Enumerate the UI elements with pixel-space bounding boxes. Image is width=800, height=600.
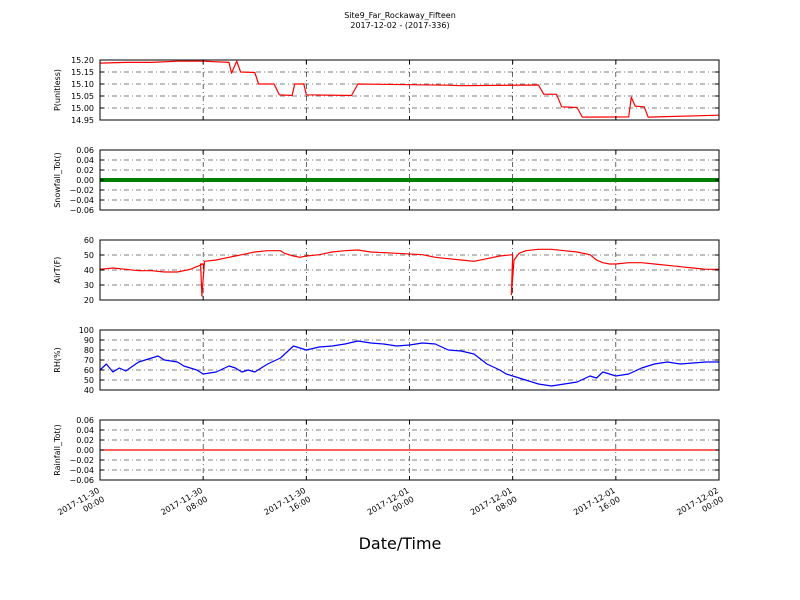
y-tick-label: 50 [84, 251, 94, 260]
y-tick-label: 60 [84, 366, 94, 375]
y-tick-label: 15.15 [71, 68, 94, 77]
x-tick-label: 2017-12-0108:00 [469, 486, 519, 526]
series-line-1 [99, 60, 720, 118]
y-tick-label: −0.04 [69, 196, 94, 205]
y-tick-label: −0.06 [69, 206, 94, 215]
chart-title: Site9_Far_Rockaway_Fifteen [344, 11, 456, 20]
y-tick-label: 0.04 [76, 426, 94, 435]
y-tick-label: 20 [84, 296, 94, 305]
chart-subtitle: 2017-12-02 - (2017-336) [350, 21, 450, 30]
y-tick-label: −0.04 [69, 466, 94, 475]
y-tick-label: 0.02 [76, 166, 94, 175]
y-axis-label: Rainfall_Tot() [53, 424, 62, 476]
y-tick-label: 30 [84, 281, 94, 290]
y-tick-label: 0.00 [76, 176, 94, 185]
panel-5: 0.060.040.020.00−0.02−0.04−0.06 Rainfall_… [53, 416, 720, 485]
series-line-3 [99, 248, 719, 297]
y-tick-label: −0.02 [69, 186, 94, 195]
y-tick-label: −0.06 [69, 476, 94, 485]
y-tick-label: 0.04 [76, 156, 94, 165]
y-tick-label: 14.95 [71, 116, 94, 125]
x-tick-label: 2017-11-3008:00 [159, 486, 209, 526]
y-tick-label: 50 [84, 376, 94, 385]
series-line-4 [99, 340, 719, 387]
y-axis-label: RH(%) [53, 347, 62, 372]
x-tick-label: 2017-11-3016:00 [263, 486, 313, 526]
y-tick-label: −0.02 [69, 456, 94, 465]
panel-3: 60 50 40 30 20 AirT(F) [53, 236, 720, 305]
y-tick-label: 40 [84, 266, 94, 275]
y-tick-label: 0.06 [76, 416, 94, 425]
y-tick-label: 70 [84, 356, 94, 365]
panel-2: 0.060.040.020.00−0.02−0.04−0.06 Snowfall_… [53, 146, 720, 215]
y-tick-label: 15.20 [71, 56, 94, 65]
y-tick-label: 40 [84, 386, 94, 395]
x-tick-label: 2017-12-0200:00 [675, 486, 725, 526]
panel-1: 15.20 15.15 15.10 15.05 15.00 14.95 P(unitless… [53, 56, 720, 125]
y-axis-label: P(unitless) [53, 69, 62, 111]
y-tick-label: 60 [84, 236, 94, 245]
y-tick-label: 15.10 [71, 80, 94, 89]
y-tick-label: 15.00 [71, 104, 94, 113]
y-tick-label: 15.05 [71, 92, 94, 101]
y-tick-label: 0.06 [76, 146, 94, 155]
x-tick-label: 2017-11-3000:00 [56, 486, 106, 526]
y-tick-label: 80 [84, 346, 94, 355]
x-tick-label: 2017-12-0100:00 [366, 486, 416, 526]
y-axis-label: Snowfall_Tot() [53, 152, 62, 208]
y-tick-label: 90 [84, 336, 94, 345]
y-tick-label: 0.00 [76, 446, 94, 455]
y-tick-label: 0.02 [76, 436, 94, 445]
y-axis-label: AirT(F) [53, 257, 62, 284]
x-tick-label: 2017-12-0116:00 [572, 486, 622, 526]
x-axis-label: Date/Time [358, 534, 442, 553]
y-tick-label: 100 [79, 326, 94, 335]
